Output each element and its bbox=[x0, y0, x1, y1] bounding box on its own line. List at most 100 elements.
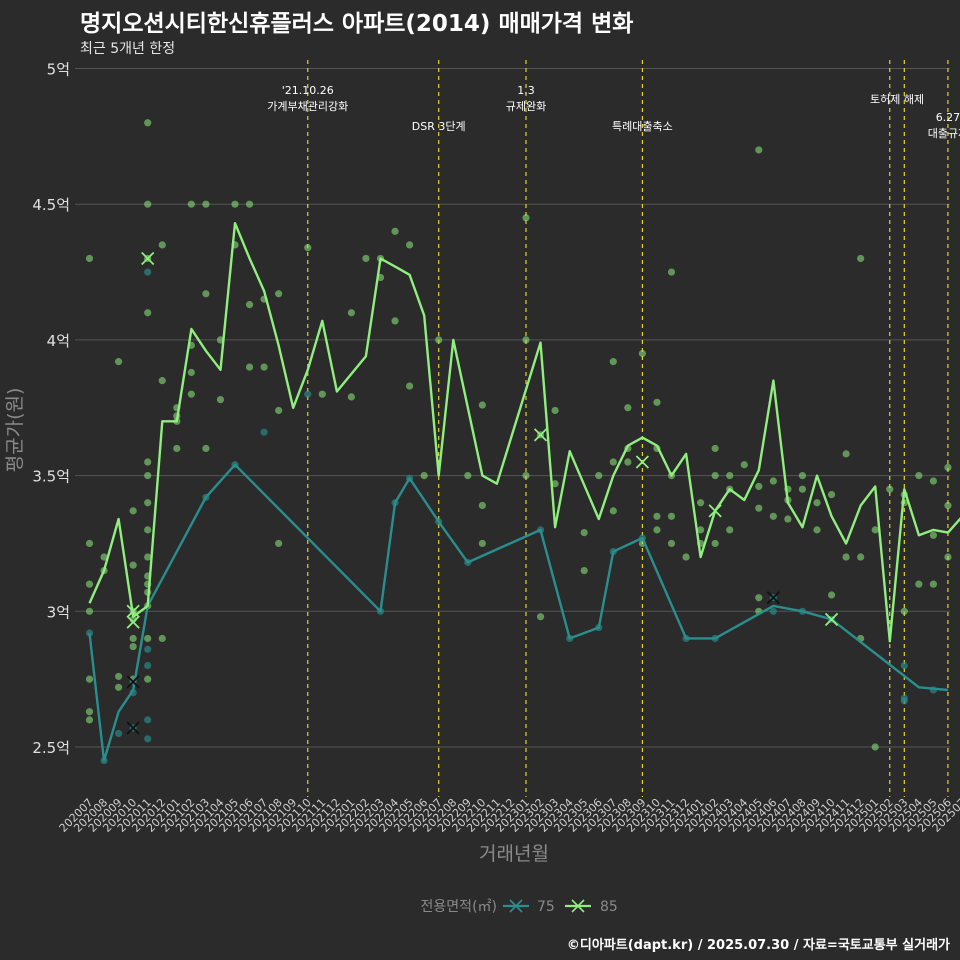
legend-cross-85 bbox=[571, 899, 585, 913]
scatter-point-85 bbox=[784, 515, 792, 523]
scatter-point-85 bbox=[638, 349, 647, 358]
y-tick-label: 4억 bbox=[47, 332, 70, 350]
scatter-point-85 bbox=[929, 531, 938, 539]
scatter-point-85 bbox=[144, 526, 152, 534]
y-tick-label: 2.5억 bbox=[32, 739, 70, 757]
cross-marker-85 bbox=[141, 251, 155, 266]
scatter-point-85 bbox=[391, 317, 399, 325]
scatter-point-85 bbox=[245, 200, 254, 208]
scatter-point-85 bbox=[551, 480, 559, 488]
y-tick-label: 5억 bbox=[47, 61, 70, 79]
scatter-point-85 bbox=[857, 254, 865, 263]
scatter-points bbox=[85, 119, 952, 765]
scatter-point-85 bbox=[260, 363, 268, 371]
scatter-point-85 bbox=[129, 561, 137, 569]
scatter-point-85 bbox=[144, 553, 152, 561]
scatter-point-75 bbox=[144, 716, 152, 724]
scatter-point-85 bbox=[347, 309, 355, 317]
scatter-point-85 bbox=[813, 499, 821, 507]
series-line-85 bbox=[88, 222, 960, 643]
scatter-point-85 bbox=[478, 401, 486, 409]
scatter-point-85 bbox=[202, 290, 210, 298]
scatter-point-85 bbox=[85, 254, 94, 263]
scatter-point-85 bbox=[129, 507, 137, 515]
scatter-point-85 bbox=[115, 672, 123, 681]
policy-annotation: 특례대출축소 bbox=[612, 120, 673, 133]
policy-annotation: 1.3 bbox=[517, 84, 535, 97]
scatter-point-85 bbox=[85, 580, 94, 588]
x-axis-label: 거래년월 bbox=[479, 843, 549, 865]
scatter-point-75 bbox=[144, 661, 152, 670]
scatter-point-85 bbox=[420, 472, 428, 480]
scatter-point-85 bbox=[406, 382, 414, 390]
scatter-point-85 bbox=[187, 368, 195, 377]
legend-cross-75 bbox=[509, 899, 523, 913]
scatter-point-85 bbox=[536, 613, 545, 621]
cross-marker-85 bbox=[635, 455, 650, 469]
policy-annotation: DSR 3단계 bbox=[412, 120, 466, 133]
scatter-point-85 bbox=[755, 594, 763, 602]
scatter-point-85 bbox=[362, 254, 370, 263]
scatter-point-85 bbox=[144, 472, 152, 480]
scatter-point-85 bbox=[275, 290, 283, 298]
y-axis: 2.5억 3억 3.5억 4억 4.5억 5억 bbox=[32, 61, 70, 758]
scatter-point-75 bbox=[144, 645, 152, 653]
cross-marker-75 bbox=[126, 675, 140, 689]
scatter-point-85 bbox=[842, 450, 850, 458]
scatter-point-85 bbox=[522, 336, 530, 344]
scatter-point-85 bbox=[842, 553, 850, 561]
scatter-point-85 bbox=[827, 490, 836, 499]
scatter-point-85 bbox=[653, 398, 661, 406]
scatter-point-85 bbox=[158, 241, 166, 249]
scatter-point-85 bbox=[216, 396, 225, 404]
series-line-75 bbox=[88, 463, 949, 762]
scatter-point-85 bbox=[158, 377, 166, 385]
scatter-point-85 bbox=[85, 675, 94, 683]
scatter-point-85 bbox=[115, 683, 123, 691]
scatter-point-85 bbox=[391, 227, 399, 235]
scatter-point-85 bbox=[798, 472, 807, 480]
scatter-point-85 bbox=[478, 501, 486, 510]
scatter-point-85 bbox=[144, 675, 152, 683]
scatter-point-85 bbox=[667, 268, 676, 276]
scatter-point-85 bbox=[944, 553, 952, 561]
scatter-point-85 bbox=[827, 591, 836, 599]
scatter-point-75 bbox=[144, 735, 152, 743]
scatter-point-75 bbox=[144, 268, 152, 276]
legend-label-75: 75 bbox=[537, 899, 555, 915]
cross-marker-85 bbox=[824, 612, 839, 627]
scatter-point-85 bbox=[929, 477, 938, 485]
scatter-point-75 bbox=[900, 661, 908, 670]
scatter-point-85 bbox=[245, 363, 254, 371]
scatter-point-85 bbox=[711, 472, 719, 480]
scatter-point-85 bbox=[755, 482, 763, 491]
scatter-point-85 bbox=[857, 553, 865, 561]
scatter-point-85 bbox=[813, 526, 821, 534]
scatter-point-85 bbox=[100, 553, 108, 561]
scatter-point-85 bbox=[755, 146, 763, 154]
scatter-point-85 bbox=[667, 539, 676, 548]
scatter-point-85 bbox=[653, 526, 661, 534]
scatter-point-85 bbox=[115, 358, 123, 366]
cross-marker-75 bbox=[766, 591, 780, 605]
policy-annotation: 대출규제 bbox=[928, 127, 960, 140]
legend-title: 전용면적(㎡) bbox=[421, 899, 497, 915]
scatter-point-85 bbox=[711, 539, 719, 548]
scatter-point-85 bbox=[187, 200, 195, 208]
series-lines bbox=[88, 222, 960, 762]
scatter-point-85 bbox=[522, 472, 530, 480]
grid-lines bbox=[75, 68, 950, 748]
scatter-point-85 bbox=[245, 301, 254, 309]
scatter-point-85 bbox=[653, 512, 661, 520]
cross-marker-85 bbox=[126, 615, 140, 629]
scatter-point-85 bbox=[915, 580, 923, 588]
scatter-point-85 bbox=[682, 553, 690, 561]
scatter-point-85 bbox=[580, 528, 588, 537]
scatter-point-85 bbox=[595, 472, 603, 480]
scatter-point-85 bbox=[144, 309, 152, 317]
scatter-point-85 bbox=[275, 406, 283, 415]
scatter-point-85 bbox=[522, 214, 530, 222]
